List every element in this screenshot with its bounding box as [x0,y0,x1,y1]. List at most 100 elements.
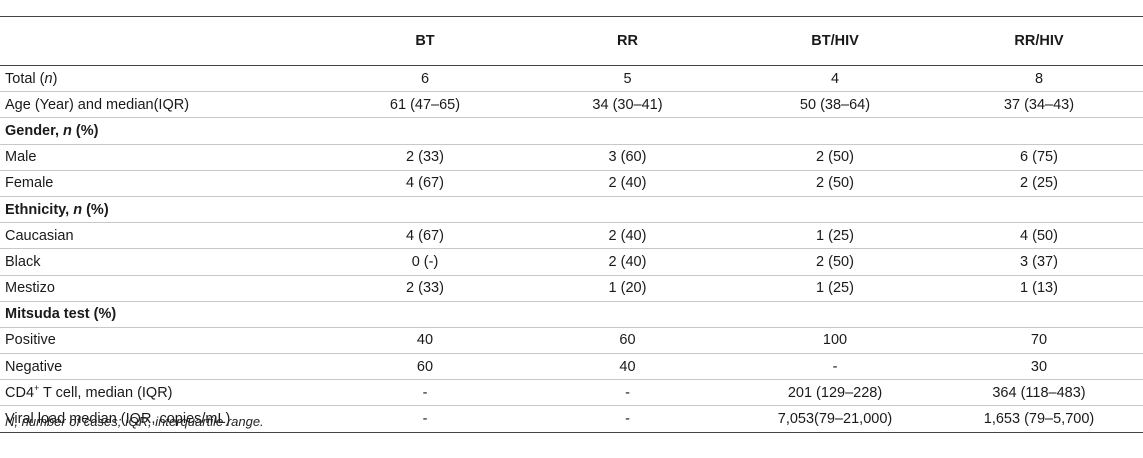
empty-cell [330,118,520,144]
cell-bt-hiv: 4 [830,70,840,87]
table-row-mestizo: Mestizo 2 (33) 1 (20) 1 (25) 1 (13) [0,275,1143,302]
empty-cell [935,118,1143,144]
cell-bt: 4 (67) [406,175,444,192]
cell-bt: 6 [420,70,430,87]
cell-rr: 3 (60) [608,149,647,166]
cell-rr: 2 (40) [608,227,647,244]
section-label-text: (%) [82,201,109,218]
cell-bt: - [422,384,428,401]
cell-rr-hiv: 8 [1034,70,1044,87]
header-bt: BT [415,33,435,49]
cell-rr-hiv: 1 (13) [1020,280,1058,297]
cell-rr-hiv: 37 (34–43) [1003,96,1075,113]
section-row-gender: Gender, n (%) [0,118,1143,145]
row-label-superscript: + [34,383,40,394]
cell-bt: 61 (47–65) [389,96,461,113]
section-label-text: Gender, [5,122,64,139]
row-label: Caucasian [5,227,74,244]
table-row-cd4: CD4+ T cell, median (IQR) - - 201 (129–2… [0,380,1143,406]
table-row-negative: Negative 60 40 - 30 [0,354,1143,380]
row-label: Viral load median (IQR, copies/mL) [5,411,231,428]
row-label: Age (Year) and median(IQR) [5,96,190,113]
section-row-ethnicity: Ethnicity, n (%) [0,196,1143,223]
empty-cell [735,196,935,222]
cell-rr-hiv: 30 [1030,358,1048,375]
header-rr: RR [617,33,638,49]
cell-bt-hiv: 1 (25) [816,280,854,297]
cell-rr: 5 [623,70,632,87]
cell-rr-hiv: 70 [1030,332,1048,349]
cell-bt-hiv: 50 (38–64) [799,96,871,113]
cell-bt: 60 [416,358,434,375]
header-empty [0,17,330,66]
empty-cell [520,196,735,222]
cell-bt: 0 (-) [411,253,439,270]
empty-cell [735,301,935,327]
empty-cell [935,196,1143,222]
row-label: Male [5,149,37,166]
cell-bt-hiv: 2 (50) [816,175,854,192]
section-label: Ethnicity, n (%) [0,196,330,222]
table-row-male: Male 2 (33) 3 (60) 2 (50) 6 (75) [0,144,1143,171]
cell-rr-hiv: 2 (25) [1020,175,1058,192]
row-label-text: ) [52,70,58,87]
table-header-row: BT RR BT/HIV RR/HIV [0,16,1143,66]
cell-bt-hiv: 2 (50) [816,253,854,270]
cell-rr-hiv: 364 (118–483) [992,384,1086,401]
empty-cell [520,301,735,327]
cell-rr-hiv: 1,653 (79–5,700) [983,411,1095,428]
table-row-viral-load: Viral load median (IQR, copies/mL) - - 7… [0,406,1143,433]
table-row-positive: Positive 40 60 100 70 [0,327,1143,354]
row-label: Total (n) [0,66,330,92]
cell-bt: - [422,411,428,428]
section-label-italic: n [63,122,72,139]
header-bt-hiv: BT/HIV [811,33,859,49]
table-row-female: Female 4 (67) 2 (40) 2 (50) 2 (25) [0,170,1143,197]
cell-bt-hiv: - [832,358,838,375]
cell-rr-hiv: 6 (75) [1020,149,1058,166]
row-label: Mestizo [5,280,55,297]
empty-cell [520,118,735,144]
row-label: CD4+ T cell, median (IQR) [0,380,330,406]
table-row-age: Age (Year) and median(IQR) 61 (47–65) 34… [0,92,1143,118]
table-row-black: Black 0 (-) 2 (40) 2 (50) 3 (37) [0,249,1143,275]
section-row-mitsuda: Mitsuda test (%) [0,301,1143,328]
row-label-text: Total ( [5,70,45,87]
cell-rr: 60 [619,332,636,349]
cell-rr: 2 (40) [608,253,647,270]
cell-rr-hiv: 3 (37) [1020,253,1058,270]
table-row-caucasian: Caucasian 4 (67) 2 (40) 1 (25) 4 (50) [0,223,1143,249]
cell-bt: 2 (33) [406,149,444,166]
cell-bt-hiv: 7,053(79–21,000) [777,411,893,428]
cell-rr: 40 [619,358,636,375]
cell-bt: 2 (33) [406,280,444,297]
row-label: Female [5,175,54,192]
section-label-italic: n [73,201,83,218]
cell-bt-hiv: 100 [822,332,848,349]
row-label-italic: n [44,70,53,87]
table-row-total: Total (n) 6 5 4 8 [0,66,1143,92]
header-rr-hiv: RR/HIV [1014,33,1064,49]
cell-rr: - [625,384,630,401]
section-label: Mitsuda test (%) [5,306,117,323]
empty-cell [735,118,935,144]
table-footnote: N, number of cases; IQR, interquartile r… [5,414,264,429]
cell-bt: 40 [416,332,434,349]
cell-rr: 1 (20) [608,280,647,297]
empty-cell [935,301,1143,327]
cell-rr-hiv: 4 (50) [1020,227,1058,244]
cell-bt: 4 (67) [406,227,444,244]
cell-rr: - [625,411,630,428]
row-label: Positive [5,332,56,349]
row-label: Negative [5,358,63,375]
characteristics-table-container: BT RR BT/HIV RR/HIV Total (n) 6 5 4 8 Ag… [0,16,1143,433]
row-label-text: CD4 [5,384,35,401]
row-label-text: T cell, median (IQR) [39,384,173,401]
empty-cell [330,301,520,327]
characteristics-table: BT RR BT/HIV RR/HIV Total (n) 6 5 4 8 Ag… [0,16,1143,433]
cell-bt-hiv: 1 (25) [816,227,854,244]
section-label: Gender, n (%) [0,118,330,144]
cell-bt-hiv: 201 (129–228) [787,384,883,401]
section-label-text: Ethnicity, [5,201,74,218]
section-label-text: (%) [71,122,99,139]
